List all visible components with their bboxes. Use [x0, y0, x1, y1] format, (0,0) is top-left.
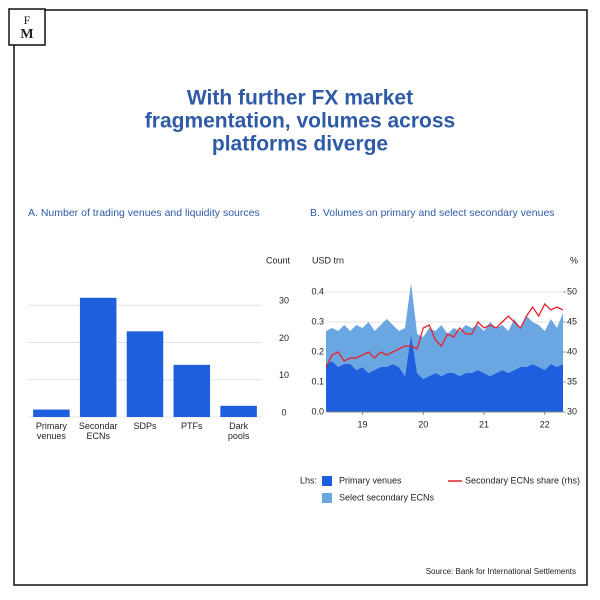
y-tick-label: 30	[279, 296, 289, 306]
x-tick-label: 20	[418, 419, 428, 429]
x-tick-label: Primary venues	[36, 421, 67, 441]
frame	[13, 9, 588, 586]
y2-tick-label: 40	[567, 346, 577, 356]
legend-label: Lhs:	[300, 475, 317, 485]
area	[326, 334, 563, 412]
x-tick-label: 19	[357, 419, 367, 429]
y2-tick-label: 30	[567, 406, 577, 416]
logo-bottom: M	[20, 27, 33, 42]
y-tick-label: 0.4	[311, 286, 324, 296]
y-tick-label: 0	[281, 407, 286, 417]
x-tick-label: 21	[479, 419, 489, 429]
bar	[126, 331, 164, 417]
area	[326, 283, 563, 379]
y2-tick-label: 50	[567, 286, 577, 296]
y-tick-label: 0.0	[311, 406, 324, 416]
x-tick-label: 22	[540, 419, 550, 429]
logo-top: F	[24, 13, 31, 27]
y2-tick-label: 35	[567, 376, 577, 386]
title-line: With further FX market	[187, 87, 413, 110]
bar	[173, 364, 211, 417]
y-tick-label: 10	[279, 370, 289, 380]
y-tick-label: 0.1	[311, 376, 324, 386]
y2-axis-title: %	[570, 255, 578, 265]
title-line: platforms diverge	[212, 133, 388, 156]
y-tick-label: 0.3	[311, 316, 324, 326]
bar	[220, 405, 257, 417]
legend-entry: Secondary ECNs share (rhs)	[465, 475, 580, 485]
x-tick-label: SDPs	[133, 421, 157, 431]
logo-box	[8, 8, 46, 46]
line	[325, 302, 564, 368]
subtitle: B. Volumes on primary and select seconda…	[310, 207, 555, 219]
y-axis-title: Count	[266, 255, 291, 265]
legend-entry: Select secondary ECNs	[339, 492, 435, 502]
legend-entry: Primary venues	[339, 475, 402, 485]
legend-swatch	[322, 493, 332, 503]
bar	[79, 297, 117, 417]
bar	[33, 409, 70, 417]
y2-tick-label: 45	[567, 316, 577, 326]
y-axis-title: USD trn	[312, 255, 344, 265]
x-tick-label: PTFs	[181, 421, 203, 431]
title-line: fragmentation, volumes across	[145, 110, 455, 133]
source: Source: Bank for International Settlemen…	[426, 567, 576, 576]
legend-swatch	[322, 476, 332, 486]
x-tick-label: Dark pools	[228, 421, 250, 441]
subtitle: A. Number of trading venues and liquidit…	[28, 207, 260, 219]
y-tick-label: 0.2	[311, 346, 324, 356]
x-tick-label: Secondar ECNs	[79, 421, 118, 441]
y-tick-label: 20	[279, 333, 289, 343]
